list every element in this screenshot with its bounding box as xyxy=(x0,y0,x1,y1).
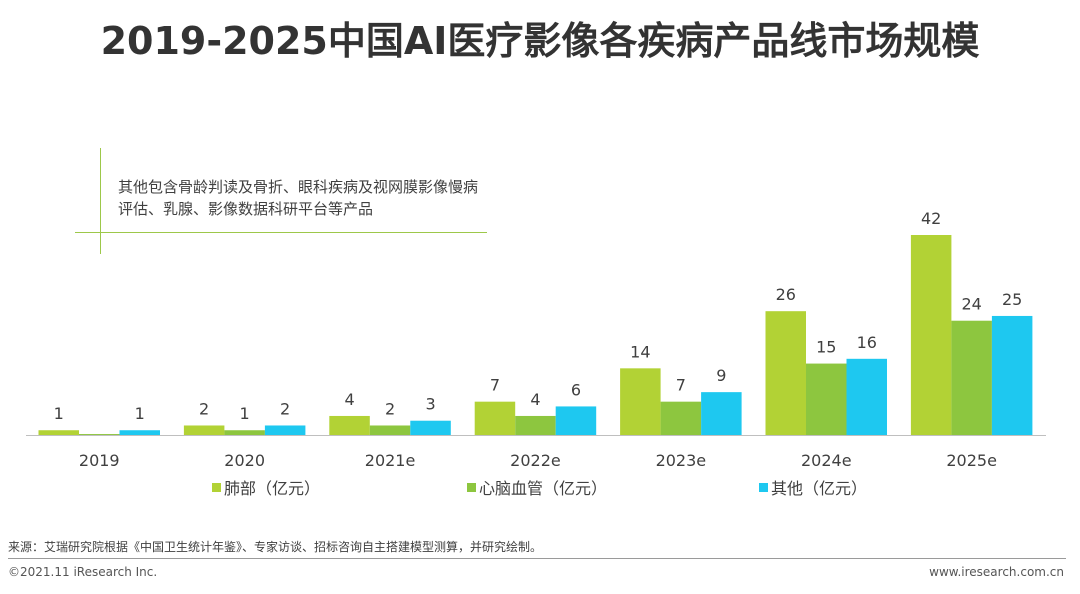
source-note: 来源：艾瑞研究院根据《中国卫生统计年鉴》、专家访谈、招标咨询自主搭建模型测算，并… xyxy=(8,540,543,554)
footer-divider xyxy=(8,558,1066,559)
bar-cardio-2021e xyxy=(369,425,411,435)
note-horizontal-divider xyxy=(75,232,487,233)
legend-label-other: 其他（亿元） xyxy=(771,479,867,498)
data-label-lung-2021e: 4 xyxy=(344,390,354,409)
bar-cardio-2020 xyxy=(224,430,265,435)
data-label-other-2025e: 25 xyxy=(1002,290,1022,309)
bar-other-2022e xyxy=(555,406,597,435)
data-label-other-2020: 2 xyxy=(280,399,290,418)
x-tick-label-2024e: 2024e xyxy=(801,451,852,470)
data-label-lung-2025e: 42 xyxy=(921,209,941,228)
data-label-other-2019: 1 xyxy=(135,404,145,423)
bar-lung-2024e xyxy=(765,311,806,435)
bar-cardio-2022e xyxy=(515,415,556,435)
bar-lung-2020 xyxy=(183,425,225,435)
data-label-other-2021e: 3 xyxy=(425,395,435,414)
legend-swatch-cardio xyxy=(467,483,476,492)
bar-lung-2025e xyxy=(910,235,952,435)
data-label-cardio-2025e: 24 xyxy=(961,295,981,314)
bar-lung-2019 xyxy=(38,430,79,435)
data-label-cardio-2020: 1 xyxy=(240,404,250,423)
data-label-cardio-2023e: 7 xyxy=(676,376,686,395)
x-tick-label-2021e: 2021e xyxy=(365,451,416,470)
note-vertical-divider xyxy=(100,148,101,254)
data-label-cardio-2021e: 2 xyxy=(385,399,395,418)
legend-label-lung: 肺部（亿元） xyxy=(224,479,320,498)
bar-other-2024e xyxy=(846,358,887,435)
data-label-cardio-2024e: 15 xyxy=(816,338,836,357)
data-label-lung-2022e: 7 xyxy=(490,376,500,395)
data-label-other-2022e: 6 xyxy=(571,380,581,399)
bar-cardio-2024e xyxy=(806,363,847,435)
bar-other-2020 xyxy=(264,425,306,435)
x-tick-label-2023e: 2023e xyxy=(656,451,707,470)
bar-lung-2022e xyxy=(474,401,516,435)
legend-swatch-other xyxy=(759,483,768,492)
bar-other-2023e xyxy=(701,392,742,435)
bar-other-2025e xyxy=(991,315,1033,435)
bar-other-2019 xyxy=(119,430,160,435)
x-tick-label-2025e: 2025e xyxy=(946,451,997,470)
bar-lung-2023e xyxy=(620,368,661,435)
x-tick-label-2022e: 2022e xyxy=(510,451,561,470)
x-tick-label-2020: 2020 xyxy=(224,451,265,470)
bar-lung-2021e xyxy=(329,415,370,435)
x-tick-label-2019: 2019 xyxy=(79,451,120,470)
data-label-lung-2020: 2 xyxy=(199,399,209,418)
data-label-lung-2019: 1 xyxy=(54,404,64,423)
website-link[interactable]: www.iresearch.com.cn xyxy=(929,565,1064,579)
bar-cardio-2025e xyxy=(951,320,992,435)
bar-cardio-2019 xyxy=(79,434,120,435)
legend-swatch-lung xyxy=(212,483,221,492)
data-label-other-2023e: 9 xyxy=(716,366,726,385)
copyright: ©2021.11 iResearch Inc. xyxy=(8,565,158,579)
data-label-cardio-2022e: 4 xyxy=(530,390,540,409)
data-label-other-2024e: 16 xyxy=(857,333,877,352)
legend-label-cardio: 心脑血管（亿元） xyxy=(479,479,607,498)
bar-other-2021e xyxy=(410,420,451,435)
chart-title: 2019-2025中国AI医疗影像各疾病产品线市场规模 xyxy=(100,19,980,63)
bar-cardio-2023e xyxy=(660,401,702,435)
data-label-lung-2024e: 26 xyxy=(776,285,796,304)
chart-note: 其他包含骨龄判读及骨折、眼科疾病及视网膜影像慢病评估、乳腺、影像数据科研平台等产… xyxy=(118,178,479,218)
data-label-lung-2023e: 14 xyxy=(630,342,650,361)
